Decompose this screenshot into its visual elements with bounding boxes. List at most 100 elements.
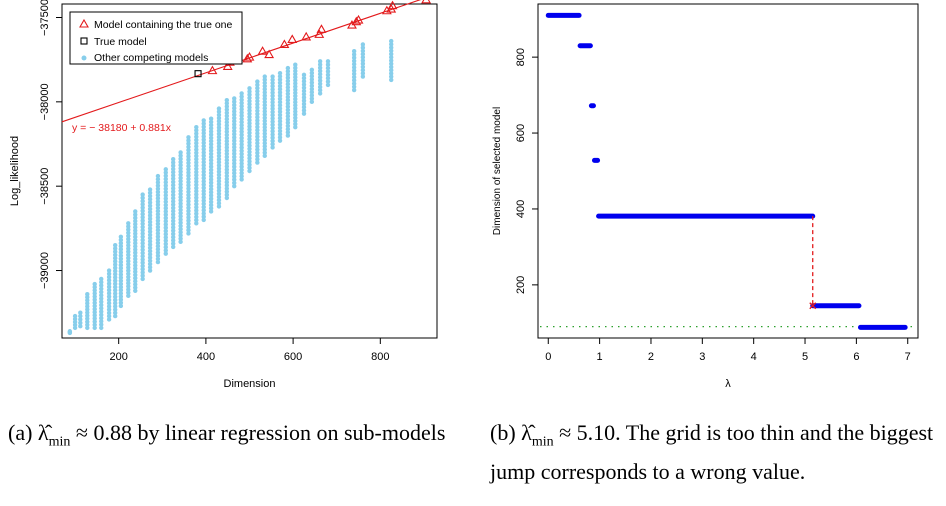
other-model-dot [155,256,161,262]
other-model-dot [147,261,153,267]
other-model-dot [232,154,237,160]
x-tick-label: 800 [371,351,389,363]
other-model-dot [285,107,291,113]
x-tick-label: 400 [197,351,215,363]
other-model-dot [163,173,168,179]
x-tick-label: 4 [751,351,757,363]
other-model-dot [106,300,112,306]
other-model-dot [232,161,237,166]
other-model-dot [147,239,153,244]
other-model-dot [106,287,112,293]
other-model-dot [208,193,214,198]
other-model-dot [118,256,124,261]
other-model-dot [277,115,283,121]
other-model-dot [232,180,237,186]
other-model-dot [293,103,298,108]
other-model-dot [178,182,183,187]
other-model-dot [285,75,291,80]
other-model-dot [224,164,230,169]
other-model-dot [232,122,237,127]
x-tick-label: 3 [699,351,705,363]
other-model-dot [285,72,291,77]
other-model-dot [147,222,153,228]
other-model-dot [216,160,222,165]
other-model-dot [170,221,176,227]
panel-a-true-model-marker [194,70,202,78]
other-model-dot [293,81,298,86]
other-model-dot [133,256,138,262]
other-model-dot [112,310,118,316]
other-model-dot [99,312,104,318]
other-model-dot [216,141,222,146]
other-model-dot [186,147,191,153]
other-model-dot [140,221,145,227]
other-model-dot [247,102,252,107]
other-model-dot [155,202,161,207]
other-model-dot [133,225,138,230]
other-model-dot [112,307,118,312]
other-model-dot [147,248,153,254]
other-model-dot [170,182,176,188]
other-model-dot [255,137,260,143]
other-model-dot [270,116,275,121]
other-model-dot [208,138,214,144]
other-model-dot [216,197,222,203]
other-model-dot [270,112,275,118]
other-model-dot [186,221,191,226]
other-model-dot [163,238,168,243]
other-model-dot [170,238,176,243]
other-model-dot [262,125,267,130]
other-model-dot [309,70,315,76]
other-model-dot [239,138,244,144]
other-model-dot [239,97,244,102]
other-model-dot [389,74,394,79]
other-model-dot [325,72,331,78]
other-model-dot [293,87,298,92]
other-model-dot [232,151,237,156]
other-model-dot [186,231,191,236]
other-model-dot [201,185,206,191]
other-model-dot [216,150,222,155]
other-model-dot [208,164,214,169]
other-model-dot [262,99,267,105]
other-model-dot [208,199,214,205]
other-model-dot [133,212,138,217]
other-model-dot [270,135,275,140]
other-model-dot [309,77,315,82]
other-model-dot [224,145,230,150]
other-model-dot [118,275,124,280]
other-model-dot [170,208,176,214]
other-model-dot [208,183,214,189]
other-model-dot [112,265,118,270]
other-model-dot [301,82,307,87]
other-model-dot [285,117,291,122]
other-model-dot [285,120,291,125]
containing-true-triangle [242,53,253,63]
other-model-dot [293,68,298,74]
other-model-dot [112,252,118,258]
other-model-dot [285,81,291,87]
other-model-dot [67,329,73,334]
other-model-dot [133,260,138,265]
other-model-dot [285,110,291,116]
other-model-dot [247,92,252,97]
other-model-dot [126,290,131,295]
other-model-dot [92,306,97,312]
containing-true-triangle [316,24,327,33]
y-tick-label: −39000 [39,252,51,289]
other-model-dot [293,75,298,80]
other-model-dot [270,132,275,137]
other-model-dot [112,291,118,296]
other-model-dot [216,131,222,137]
other-model-dot [277,109,283,114]
other-model-dot [270,87,275,92]
other-model-dot [239,135,244,141]
other-model-dot [360,64,366,70]
other-model-dot [112,313,118,319]
other-model-dot [232,164,237,169]
other-model-dot [92,316,97,321]
other-model-dot [126,284,131,289]
other-model-dot [293,71,298,77]
other-model-dot [140,237,145,243]
other-model-dot [360,58,366,63]
